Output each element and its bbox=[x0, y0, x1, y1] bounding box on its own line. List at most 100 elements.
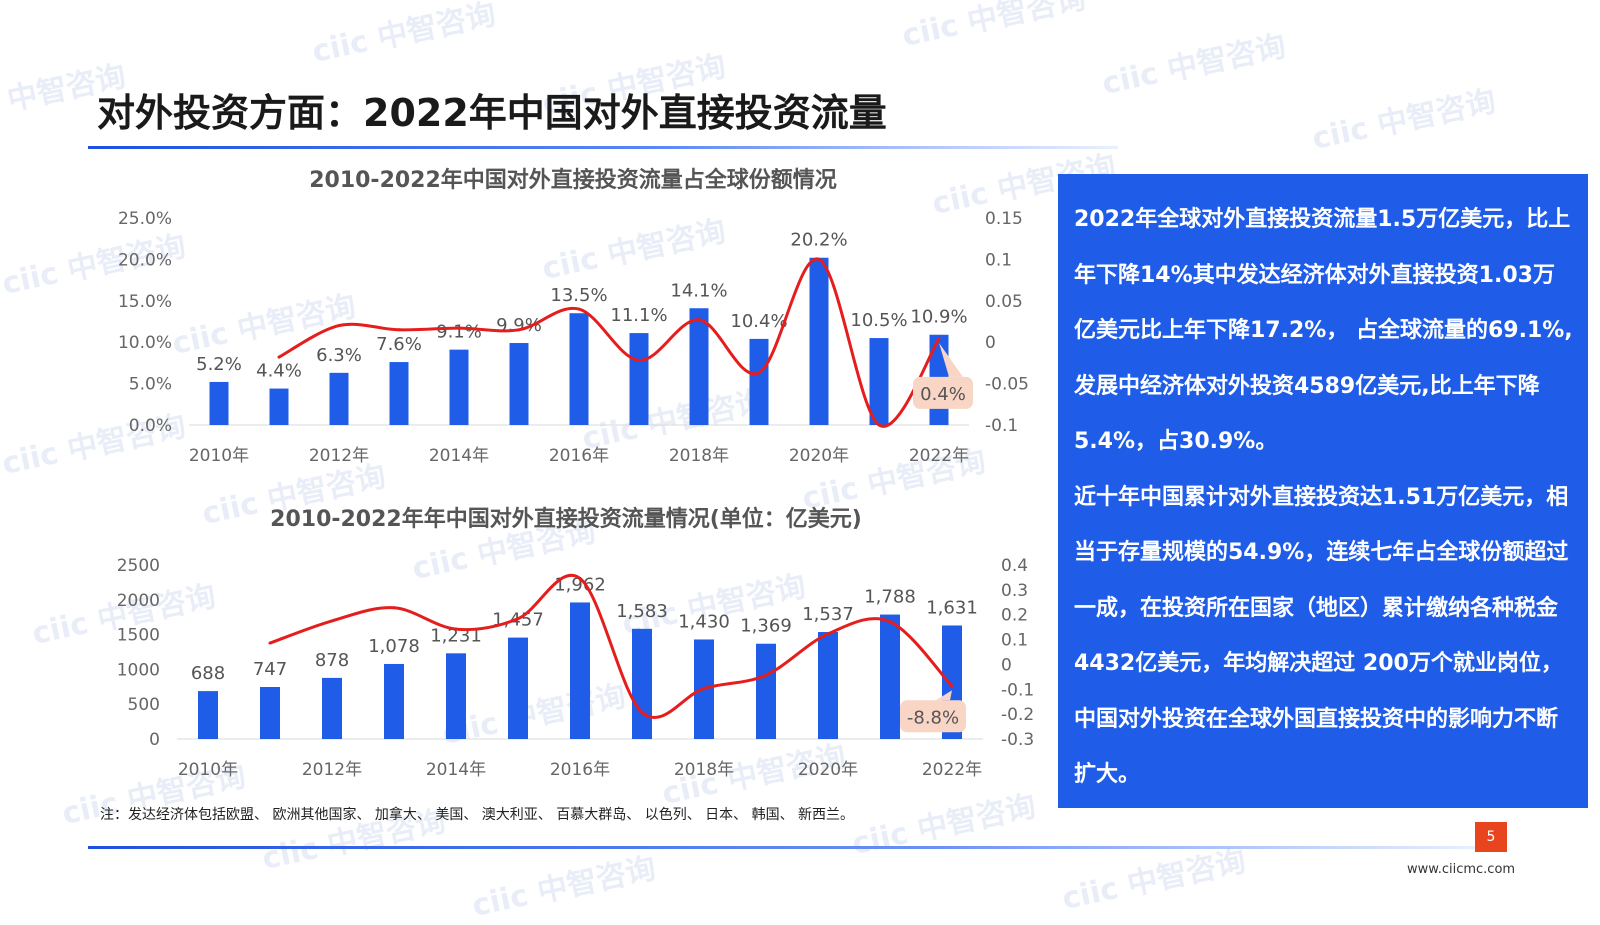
watermark: ciic 中智咨询 bbox=[309, 0, 499, 70]
line-point bbox=[826, 632, 830, 636]
y-right-tick-label: 0.1 bbox=[1001, 631, 1028, 651]
data-label: 1,962 bbox=[554, 574, 606, 595]
share-chart: 2010-2022年中国对外直接投资流量占全球份额情况 0.0% 5.0% 10.0%… bbox=[118, 167, 1029, 466]
bar bbox=[446, 653, 466, 739]
x-tick-label: 2010年 bbox=[178, 760, 238, 780]
series-line bbox=[278, 257, 941, 428]
data-label: 1,788 bbox=[864, 587, 916, 608]
data-label: 9.1% bbox=[436, 322, 482, 343]
line-point bbox=[457, 326, 461, 330]
line-point bbox=[577, 307, 581, 311]
bar bbox=[329, 372, 349, 425]
bar bbox=[209, 381, 229, 425]
line-point bbox=[268, 641, 272, 645]
summary-paragraph: 2022年全球对外直接投资流量1.5万亿美元，比上年下降14%其中发达经济体对外… bbox=[1074, 207, 1573, 454]
footer-rule bbox=[88, 846, 1488, 849]
data-label: 7.6% bbox=[376, 334, 422, 355]
line-point bbox=[392, 606, 396, 610]
bar bbox=[749, 338, 769, 425]
bar bbox=[569, 313, 589, 425]
data-label: 14.1% bbox=[670, 280, 727, 301]
page-number: 5 bbox=[1475, 822, 1507, 852]
summary-paragraph: 近十年中国累计对外直接投资达1.51万亿美元，相当于存量规模的54.9%，连续七… bbox=[1074, 484, 1569, 788]
data-label: 20.2% bbox=[790, 230, 847, 251]
bar bbox=[809, 257, 829, 425]
x-tick-label: 2022年 bbox=[909, 446, 969, 466]
line-point bbox=[637, 358, 641, 362]
bar bbox=[756, 643, 776, 739]
line-point bbox=[697, 318, 701, 322]
y-right-tick-label: 0.4 bbox=[1001, 556, 1028, 576]
title-underline bbox=[88, 146, 1118, 149]
line-point bbox=[888, 620, 892, 624]
line-point bbox=[757, 371, 761, 375]
data-label: 1,537 bbox=[802, 604, 854, 625]
data-label: 5.2% bbox=[196, 354, 242, 375]
y-right-tick-label: -0.3 bbox=[1001, 730, 1034, 750]
y-right-tick-label: -0.2 bbox=[1001, 705, 1034, 725]
line-point bbox=[330, 619, 334, 623]
data-label: 1,078 bbox=[368, 636, 420, 657]
callout-box bbox=[913, 376, 973, 409]
x-tick-label: 2014年 bbox=[426, 760, 486, 780]
data-label: 1,369 bbox=[740, 616, 792, 637]
bar bbox=[818, 632, 838, 739]
line-point bbox=[397, 328, 401, 332]
y-right-tick-label: 0.15 bbox=[985, 209, 1023, 229]
data-label: 10.4% bbox=[730, 311, 787, 332]
data-label: 13.5% bbox=[550, 285, 607, 306]
bar bbox=[389, 362, 409, 425]
y-right-tick-label: -0.1 bbox=[985, 416, 1018, 436]
y-right-tick-label: 0.3 bbox=[1001, 581, 1028, 601]
line-point bbox=[877, 423, 881, 427]
y-left-tick-label: 25.0% bbox=[118, 209, 172, 229]
bar bbox=[629, 333, 649, 425]
y-left-tick-label: 5.0% bbox=[129, 375, 172, 395]
x-tick-label: 2010年 bbox=[189, 446, 249, 466]
footnote: 注：发达经济体包括欧盟、 欧洲其他国家、 加拿大、 美国、 澳大利亚、 百慕大群… bbox=[100, 807, 855, 823]
y-right-tick-label: 0 bbox=[1001, 655, 1012, 675]
y-left-tick-label: 0.0% bbox=[129, 416, 172, 436]
data-label: 4.4% bbox=[256, 361, 302, 382]
x-tick-label: 2020年 bbox=[789, 446, 849, 466]
bar bbox=[689, 308, 709, 425]
data-label: 1,631 bbox=[926, 597, 978, 618]
y-left-tick-label: 2500 bbox=[117, 556, 160, 576]
x-tick-label: 2020年 bbox=[798, 760, 858, 780]
y-right-tick-label: 0 bbox=[985, 333, 996, 353]
data-label: 688 bbox=[191, 663, 225, 684]
x-tick-label: 2018年 bbox=[674, 760, 734, 780]
y-left-tick-label: 10.0% bbox=[118, 333, 172, 353]
bar bbox=[198, 691, 218, 739]
chart-title: 2010-2022年年中国对外直接投资流量情况(单位：亿美元) bbox=[270, 506, 862, 532]
summary-panel: 2022年全球对外直接投资流量1.5万亿美元，比上年下降14%其中发达经济体对外… bbox=[1058, 174, 1588, 808]
y-left-tick-label: 20.0% bbox=[118, 250, 172, 270]
callout-pointer bbox=[939, 342, 963, 377]
data-label: 11.1% bbox=[610, 305, 667, 326]
chart-title: 2010-2022年中国对外直接投资流量占全球份额情况 bbox=[309, 167, 837, 193]
x-tick-label: 2014年 bbox=[429, 446, 489, 466]
callout-box bbox=[900, 700, 966, 733]
data-label: 10.5% bbox=[850, 310, 907, 331]
data-label: 10.9% bbox=[910, 307, 967, 328]
page-title: 对外投资方面：2022年中国对外直接投资流量 bbox=[97, 91, 887, 135]
line-point bbox=[640, 710, 644, 714]
bar bbox=[449, 349, 469, 425]
line-point bbox=[937, 337, 941, 341]
data-label: 878 bbox=[315, 650, 349, 671]
line-point bbox=[950, 684, 954, 688]
line-point bbox=[817, 257, 821, 261]
y-right-tick-label: -0.1 bbox=[1001, 680, 1034, 700]
callout-label: 0.4% bbox=[920, 384, 966, 405]
y-right-tick-label: 0.2 bbox=[1001, 606, 1028, 626]
x-tick-label: 2012年 bbox=[302, 760, 362, 780]
y-left-tick-label: 1500 bbox=[117, 626, 160, 646]
y-right-tick-label: 0.1 bbox=[985, 250, 1012, 270]
line-point bbox=[517, 328, 521, 332]
callout-label: -8.8% bbox=[907, 707, 959, 728]
data-label: 6.3% bbox=[316, 345, 362, 366]
callout-pointer bbox=[936, 690, 952, 701]
line-point bbox=[702, 687, 706, 691]
x-tick-label: 2016年 bbox=[550, 760, 610, 780]
bar bbox=[269, 388, 289, 425]
